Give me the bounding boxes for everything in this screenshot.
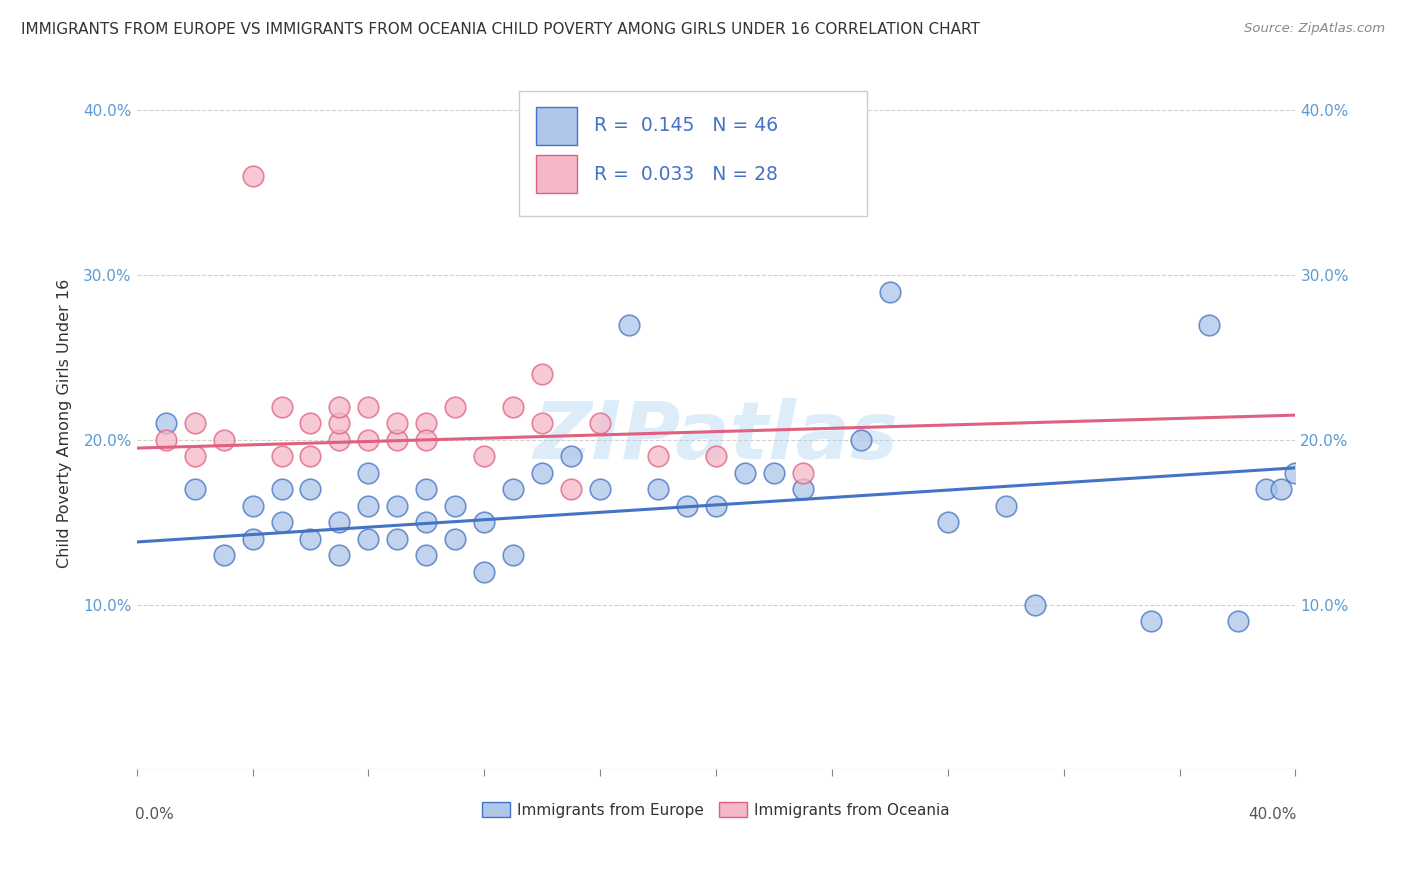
Point [849,433,872,447]
Point [560,450,582,464]
Point [242,532,264,546]
Point [1139,614,1161,628]
Point [242,499,264,513]
Text: ZIPatlas: ZIPatlas [533,398,898,476]
Text: 40.0%: 40.0% [1249,807,1296,822]
Text: IMMIGRANTS FROM EUROPE VS IMMIGRANTS FROM OCEANIA CHILD POVERTY AMONG GIRLS UNDE: IMMIGRANTS FROM EUROPE VS IMMIGRANTS FRO… [21,22,980,37]
Legend: Immigrants from Europe, Immigrants from Oceania: Immigrants from Europe, Immigrants from … [475,796,956,824]
Point [357,400,380,414]
Point [444,499,467,513]
Point [531,417,554,431]
Point [415,417,437,431]
Point [212,433,235,447]
Point [472,515,495,529]
Text: R =  0.145   N = 46: R = 0.145 N = 46 [595,116,779,136]
Point [502,400,524,414]
Point [936,515,959,529]
Point [387,499,409,513]
Point [212,548,235,562]
Point [1256,483,1278,497]
Point [357,466,380,480]
Point [357,499,380,513]
Point [357,532,380,546]
Point [155,433,177,447]
Point [676,499,699,513]
Point [762,466,785,480]
FancyBboxPatch shape [537,107,576,145]
Point [472,565,495,579]
Point [299,483,322,497]
Point [502,483,524,497]
Point [183,483,205,497]
Point [328,400,350,414]
Point [415,515,437,529]
Text: R =  0.033   N = 28: R = 0.033 N = 28 [595,165,779,184]
Point [270,450,292,464]
FancyBboxPatch shape [519,91,866,216]
Point [270,483,292,497]
Point [704,499,727,513]
Point [415,433,437,447]
Point [299,450,322,464]
Point [531,466,554,480]
Point [1284,466,1306,480]
Point [1024,598,1046,612]
Point [502,548,524,562]
Point [387,417,409,431]
Point [328,417,350,431]
Point [415,548,437,562]
Point [647,450,669,464]
Point [617,318,640,332]
Point [415,483,437,497]
Point [183,417,205,431]
Point [270,400,292,414]
Point [589,483,612,497]
Point [299,417,322,431]
Point [879,285,901,299]
Point [647,483,669,497]
FancyBboxPatch shape [537,155,576,194]
Point [183,450,205,464]
Text: Source: ZipAtlas.com: Source: ZipAtlas.com [1244,22,1385,36]
Point [299,532,322,546]
Point [387,433,409,447]
Point [994,499,1017,513]
Point [560,483,582,497]
Point [444,400,467,414]
Point [387,532,409,546]
Point [155,417,177,431]
Point [531,367,554,381]
Point [472,450,495,464]
Point [1198,318,1220,332]
Y-axis label: Child Poverty Among Girls Under 16: Child Poverty Among Girls Under 16 [58,278,72,568]
Point [242,169,264,184]
Point [357,433,380,447]
Point [328,548,350,562]
Text: 0.0%: 0.0% [135,807,174,822]
Point [704,450,727,464]
Point [444,532,467,546]
Point [1270,483,1292,497]
Point [270,515,292,529]
Point [589,417,612,431]
Point [792,466,814,480]
Point [792,483,814,497]
Point [328,515,350,529]
Point [734,466,756,480]
Point [1226,614,1249,628]
Point [328,433,350,447]
